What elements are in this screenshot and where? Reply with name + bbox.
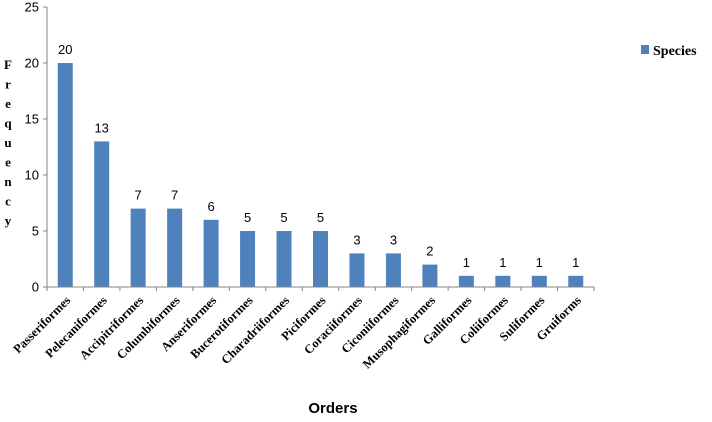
y-axis-title-letter: F xyxy=(4,57,12,72)
x-axis-category-labels: PasseriformesPelecaniformesAccipitriform… xyxy=(10,293,584,371)
data-label: 5 xyxy=(244,210,251,225)
bar xyxy=(57,63,73,287)
data-label: 1 xyxy=(572,255,579,270)
x-tick-label: Accipitriformes xyxy=(77,293,146,362)
bar xyxy=(240,231,256,287)
x-tick-label: Bucerotiformes xyxy=(188,293,256,361)
data-label: 3 xyxy=(353,232,360,247)
data-label: 1 xyxy=(463,255,470,270)
y-axis-title-letter: n xyxy=(4,174,12,189)
bar xyxy=(130,208,146,287)
bar xyxy=(458,275,474,287)
data-labels: 20 13 7 7 6 5 5 5 3 3 2 1 1 1 1 xyxy=(58,42,579,270)
data-label: 2 xyxy=(426,244,433,259)
bar xyxy=(495,275,511,287)
y-axis-title-letter: q xyxy=(4,116,12,131)
data-label: 5 xyxy=(317,210,324,225)
data-label: 5 xyxy=(280,210,287,225)
bar xyxy=(531,275,547,287)
data-label: 1 xyxy=(536,255,543,270)
data-label: 20 xyxy=(58,42,72,57)
bar xyxy=(203,219,219,287)
data-label: 7 xyxy=(135,188,142,203)
bar xyxy=(94,141,110,287)
bars xyxy=(57,63,584,287)
data-label: 1 xyxy=(499,255,506,270)
bar xyxy=(276,231,292,287)
data-label: 6 xyxy=(207,199,214,214)
bar xyxy=(167,208,183,287)
y-tick-label: 25 xyxy=(25,0,39,15)
bar xyxy=(349,253,365,287)
bar xyxy=(422,264,438,287)
x-axis-title: Orders xyxy=(308,400,357,417)
legend: Species xyxy=(641,44,697,59)
legend-swatch xyxy=(641,45,649,54)
data-label: 13 xyxy=(94,120,108,135)
y-axis-title-letter: r xyxy=(5,77,11,92)
y-axis-title-letter: e xyxy=(5,155,11,170)
y-tick-label: 5 xyxy=(32,224,39,239)
x-tick-label: Columbiformes xyxy=(114,293,183,362)
bar xyxy=(568,275,584,287)
y-axis-title-letter: u xyxy=(4,135,11,150)
y-axis-title-letter: e xyxy=(5,96,11,111)
y-axis-title-letter: c xyxy=(5,194,11,209)
y-tick-label: 15 xyxy=(25,112,39,127)
bar xyxy=(385,253,401,287)
legend-label: Species xyxy=(653,44,697,59)
bar xyxy=(313,231,328,287)
y-axis-title-letter: y xyxy=(5,213,12,228)
data-label: 3 xyxy=(390,232,397,247)
y-tick-label: 0 xyxy=(32,280,39,295)
y-tick-label: 10 xyxy=(25,168,39,183)
y-tick-label: 20 xyxy=(25,56,39,71)
data-label: 7 xyxy=(171,188,178,203)
